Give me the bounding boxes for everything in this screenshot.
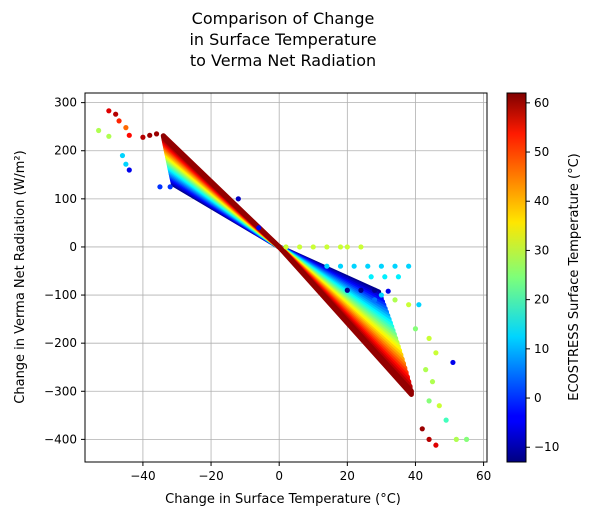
density-bands <box>161 133 414 397</box>
colorbar-label: ECOSTRESS Surface Temperature (°C) <box>567 153 582 400</box>
x-axis-label: Change in Surface Temperature (°C) <box>165 492 401 507</box>
x-tick-label: −20 <box>198 469 223 483</box>
data-point <box>358 287 364 293</box>
chart-title: Comparison of Change in Surface Temperat… <box>189 9 376 70</box>
data-point <box>337 244 344 250</box>
data-point <box>406 302 412 308</box>
data-point <box>113 111 119 117</box>
data-point <box>371 297 378 303</box>
data-point <box>126 167 132 173</box>
data-point <box>426 436 432 442</box>
data-point <box>283 244 289 250</box>
data-point <box>443 417 449 423</box>
colorbar-tick-label: 20 <box>534 293 549 307</box>
colorbar <box>506 92 527 463</box>
x-tick-label: −40 <box>130 469 155 483</box>
colorbar-tick-label: 30 <box>534 243 549 257</box>
data-point <box>256 225 262 231</box>
data-point <box>426 398 432 404</box>
data-point <box>423 367 429 373</box>
data-point <box>297 244 303 250</box>
data-point <box>123 161 129 167</box>
data-point <box>344 287 350 293</box>
data-point <box>324 263 330 269</box>
data-point <box>140 134 146 140</box>
y-tick-label: 100 <box>54 192 77 206</box>
data-point <box>126 132 132 138</box>
x-tick-label: 40 <box>408 469 423 483</box>
grid <box>85 93 487 462</box>
chart-title-line-2: in Surface Temperature <box>189 30 376 49</box>
data-point <box>344 244 350 250</box>
y-tick-label: −100 <box>44 288 77 302</box>
plot-area-frame <box>84 92 488 463</box>
data-point <box>160 133 166 139</box>
data-point <box>395 274 402 280</box>
data-point <box>406 263 412 269</box>
data-points <box>96 108 470 448</box>
data-point <box>463 436 470 442</box>
data-point <box>378 263 384 269</box>
data-point <box>426 335 432 341</box>
data-point <box>412 326 419 332</box>
data-point <box>365 263 371 269</box>
colorbar-tick-label: 40 <box>534 194 549 208</box>
x-tick-label: 60 <box>476 469 491 483</box>
y-axis-ticks: 300 200 100 0 −100 −200 −300 −400 <box>44 96 85 446</box>
data-point <box>378 292 384 298</box>
data-point <box>106 108 112 114</box>
colorbar-tick-label: 50 <box>534 145 549 159</box>
band-right <box>276 244 414 397</box>
colorbar-tick-label: −10 <box>534 440 559 454</box>
data-point <box>382 274 388 280</box>
data-point <box>436 403 442 409</box>
colorbar-tick-label: 60 <box>534 96 549 110</box>
data-point <box>392 297 398 303</box>
colorbar-gradient <box>506 92 527 463</box>
data-point <box>368 274 374 280</box>
data-point <box>351 263 357 269</box>
data-point <box>419 426 425 432</box>
chart-title-line-1: Comparison of Change <box>192 9 375 28</box>
data-point <box>123 125 129 131</box>
y-tick-label: 0 <box>69 240 77 254</box>
data-point <box>147 132 153 138</box>
data-point <box>106 133 112 139</box>
data-point <box>453 436 459 442</box>
data-point <box>157 184 163 190</box>
data-point <box>416 302 422 308</box>
colorbar-tick-label: 10 <box>534 342 549 356</box>
data-point <box>385 288 391 294</box>
data-point <box>167 184 173 190</box>
data-point <box>358 244 364 250</box>
data-point <box>310 244 316 250</box>
chart-title-line-3: to Verma Net Radiation <box>190 51 376 70</box>
data-point <box>153 131 160 137</box>
y-tick-label: 300 <box>54 96 77 110</box>
colorbar-tick-label: 0 <box>534 391 542 405</box>
data-point <box>119 152 126 159</box>
data-point <box>324 244 330 250</box>
data-point <box>392 263 398 269</box>
x-tick-label: 20 <box>340 469 355 483</box>
y-tick-label: 200 <box>54 144 77 158</box>
data-point <box>429 379 436 385</box>
y-tick-label: −400 <box>44 432 77 446</box>
data-point <box>96 127 102 134</box>
y-tick-label: −300 <box>44 384 77 398</box>
y-axis-label: Change in Verma Net Radiation (W/m²) <box>13 150 28 403</box>
data-point <box>235 196 241 202</box>
data-point <box>371 287 378 293</box>
data-point <box>337 263 344 269</box>
data-point <box>450 359 456 366</box>
y-tick-label: −200 <box>44 336 77 350</box>
data-point <box>116 118 122 124</box>
x-tick-label: 0 <box>275 469 283 483</box>
x-axis-ticks: −40 −20 0 20 40 60 <box>130 462 491 483</box>
data-point <box>433 442 439 448</box>
colorbar-ticks: 60 50 40 30 20 10 0 −10 <box>526 96 559 454</box>
data-point <box>433 350 439 356</box>
